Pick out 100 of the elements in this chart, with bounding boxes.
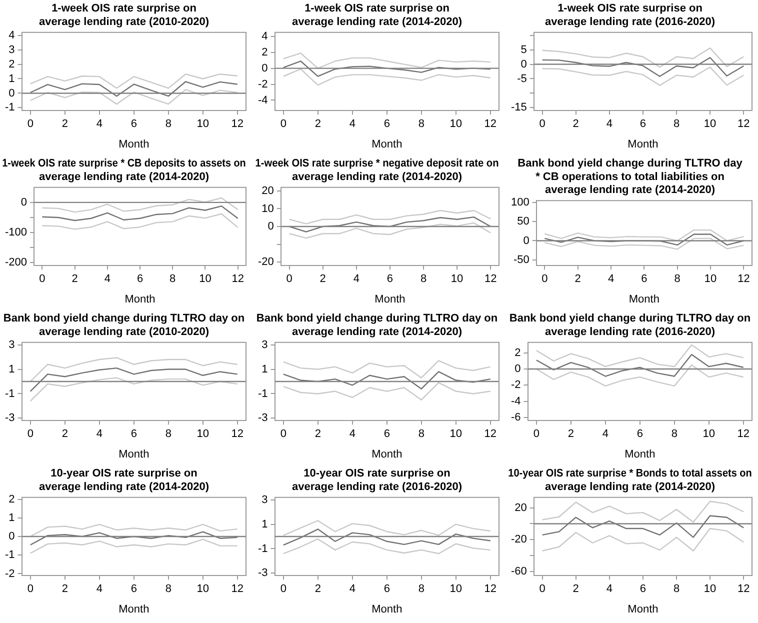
- x-tick-label: 2: [574, 273, 581, 286]
- x-axis-title: Month: [628, 293, 660, 306]
- y-tick-label: 20: [262, 184, 274, 197]
- x-tick-label: 8: [170, 273, 176, 286]
- x-tick-label: 0: [280, 583, 286, 596]
- x-tick-label: 6: [386, 273, 394, 286]
- y-tick-label: 2: [8, 493, 15, 506]
- x-axis-title: Month: [118, 138, 150, 150]
- chart-title: 10-year OIS rate surprise on average lending rate (2014-2020): [39, 468, 210, 493]
- y-tick-label: -1: [5, 549, 15, 562]
- x-tick-label: 6: [130, 428, 137, 440]
- x-tick-label: 10: [450, 118, 462, 130]
- y-tick-label: 2: [514, 346, 521, 359]
- x-tick-label: 8: [165, 118, 172, 130]
- y-tick-label: -3: [258, 412, 268, 424]
- chart-title: Bank bond yield change during TLTRO day * CB operations to total liabilities on average lending rate (2014-2020): [518, 158, 744, 196]
- y-tick-label: 1: [8, 72, 15, 85]
- y-tick-label: 1: [262, 363, 268, 376]
- x-tick-label: 4: [349, 118, 356, 130]
- x-tick-label: 10: [450, 583, 462, 596]
- chart-title: Bank bond yield change during TLTRO day on average lending rate (2016-2020): [509, 312, 751, 338]
- y-tick-label: 10: [262, 202, 274, 215]
- x-tick-label: 6: [136, 273, 144, 286]
- chart-title: 1-week OIS rate surprise on average lending rate (2014-2020): [292, 2, 462, 28]
- y-tick-label: -200: [4, 256, 28, 269]
- x-tick-label: 8: [673, 583, 680, 596]
- y-tick-label: 50: [517, 216, 530, 228]
- y-tick-label: -15: [510, 102, 527, 114]
- x-tick-label: 8: [420, 273, 427, 286]
- y-tick-label: 0: [520, 58, 527, 70]
- y-tick-label: 1: [262, 518, 268, 530]
- y-tick-label: 20: [514, 502, 527, 514]
- x-tick-label: 12: [484, 428, 496, 440]
- x-tick-label: 10: [196, 118, 210, 130]
- x-tick-label: 6: [130, 583, 137, 596]
- x-tick-label: 2: [314, 583, 321, 596]
- x-tick-label: 2: [314, 118, 321, 130]
- y-tick-label: 0: [20, 196, 28, 208]
- y-tick-label: 0: [514, 363, 521, 376]
- y-tick-label: 3: [262, 338, 268, 351]
- x-tick-label: 12: [737, 428, 750, 440]
- x-axis-title: Month: [372, 138, 402, 150]
- y-tick-label: -1: [258, 542, 268, 555]
- x-tick-label: 12: [738, 273, 750, 286]
- y-tick-label: -3: [5, 412, 15, 424]
- x-tick-label: 2: [568, 428, 574, 440]
- x-tick-label: 8: [165, 583, 172, 596]
- y-tick-label: 5: [520, 44, 527, 56]
- x-tick-label: 8: [418, 428, 424, 440]
- x-tick-label: 12: [737, 583, 750, 596]
- y-tick-label: 0: [523, 234, 530, 247]
- x-tick-label: 10: [199, 273, 212, 286]
- x-tick-label: 8: [673, 118, 680, 130]
- x-tick-label: 6: [636, 428, 643, 440]
- x-tick-label: 4: [96, 428, 102, 440]
- y-tick-label: -6: [511, 411, 521, 424]
- x-tick-label: 2: [62, 118, 68, 130]
- x-axis-title: Month: [118, 603, 150, 616]
- y-tick-label: 3: [8, 44, 15, 56]
- x-tick-label: 12: [231, 118, 244, 130]
- x-tick-label: 0: [280, 118, 286, 130]
- x-axis-title: Month: [372, 603, 402, 616]
- y-tick-label: -4: [511, 395, 521, 408]
- x-tick-label: 10: [196, 583, 210, 596]
- x-tick-label: 0: [539, 118, 546, 130]
- x-tick-label: 12: [737, 118, 750, 130]
- x-tick-label: 10: [702, 428, 716, 440]
- x-axis-title: Month: [118, 448, 150, 460]
- x-tick-label: 10: [450, 428, 462, 440]
- x-tick-label: 10: [196, 428, 210, 440]
- y-tick-label: -60: [510, 566, 527, 578]
- x-tick-label: 2: [72, 273, 78, 286]
- y-tick-label: -100: [4, 226, 28, 239]
- x-tick-label: 0: [542, 273, 548, 286]
- x-tick-label: 6: [384, 428, 390, 440]
- x-tick-label: 4: [104, 273, 110, 286]
- y-tick-label: 0: [262, 62, 268, 74]
- y-tick-label: -2: [511, 379, 521, 392]
- chart-title: 1-week OIS rate surprise on average lending rate (2010-2020): [39, 2, 210, 28]
- x-tick-label: 6: [641, 273, 648, 286]
- x-tick-label: 2: [572, 583, 579, 596]
- x-axis-title: Month: [628, 603, 658, 616]
- x-tick-label: 4: [608, 273, 614, 286]
- x-tick-label: 12: [484, 273, 497, 286]
- y-tick-label: 0: [8, 87, 15, 100]
- x-tick-label: 2: [62, 583, 68, 596]
- y-tick-label: 3: [262, 494, 268, 506]
- x-axis-title: Month: [124, 293, 156, 306]
- y-tick-label: -50: [513, 254, 530, 266]
- x-tick-label: 8: [418, 118, 424, 130]
- y-tick-label: -2: [258, 78, 268, 90]
- x-tick-label: 6: [640, 583, 646, 596]
- y-tick-label: 3: [8, 338, 15, 351]
- x-tick-label: 4: [606, 118, 612, 130]
- chart-title: 10-year OIS rate surprise on average lending rate (2016-2020): [292, 468, 462, 493]
- x-axis-title: Month: [624, 448, 656, 460]
- y-tick-label: -5: [517, 72, 527, 85]
- x-tick-label: 4: [606, 583, 612, 596]
- x-tick-label: 0: [280, 428, 286, 440]
- x-tick-label: 10: [450, 273, 464, 286]
